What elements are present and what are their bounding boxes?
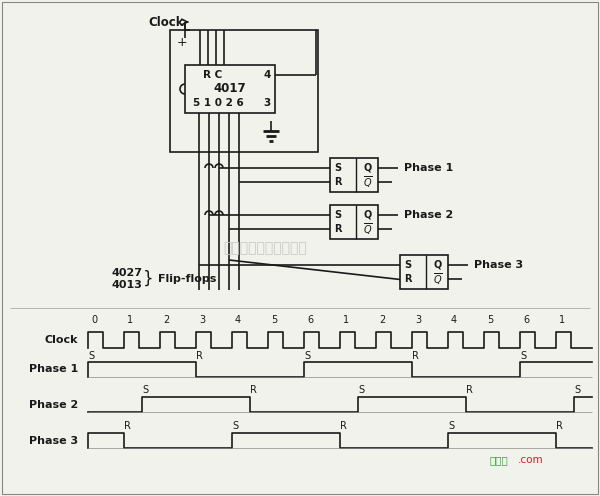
Text: 2: 2	[379, 315, 385, 325]
Text: S: S	[334, 163, 341, 173]
Text: R: R	[196, 351, 203, 361]
Text: R: R	[334, 178, 342, 187]
Text: S: S	[520, 351, 526, 361]
Text: 1: 1	[127, 315, 133, 325]
Text: S: S	[88, 351, 94, 361]
Text: S: S	[142, 385, 148, 395]
Text: 4013: 4013	[112, 280, 143, 290]
Text: 5 1 0 2 6: 5 1 0 2 6	[193, 98, 244, 108]
Text: Flip-flops: Flip-flops	[158, 274, 217, 284]
Text: 4: 4	[263, 70, 271, 80]
Text: S: S	[448, 421, 454, 431]
Text: Phase 2: Phase 2	[404, 209, 453, 220]
Text: Phase 3: Phase 3	[474, 259, 523, 269]
Text: Clock: Clock	[148, 15, 184, 28]
Text: 4017: 4017	[214, 82, 247, 96]
Text: .com: .com	[518, 455, 544, 465]
Text: R: R	[124, 421, 131, 431]
Text: 1: 1	[559, 315, 565, 325]
Text: R: R	[466, 385, 473, 395]
Text: 4: 4	[451, 315, 457, 325]
Bar	[330, 205, 378, 239]
Text: 6: 6	[307, 315, 313, 325]
Text: Q: Q	[364, 163, 371, 173]
Text: R: R	[556, 421, 563, 431]
Text: 搜狗图: 搜狗图	[490, 455, 509, 465]
Text: R C: R C	[203, 70, 222, 80]
Text: Q: Q	[433, 259, 442, 269]
Text: 6: 6	[523, 315, 529, 325]
Text: 3: 3	[263, 98, 271, 108]
Text: S: S	[574, 385, 580, 395]
Text: S: S	[334, 209, 341, 220]
Text: 1: 1	[343, 315, 349, 325]
Text: S: S	[232, 421, 238, 431]
Bar	[185, 65, 275, 113]
Text: 4027: 4027	[112, 268, 143, 278]
Text: $\overline{Q}$: $\overline{Q}$	[362, 222, 372, 238]
Text: 0: 0	[91, 315, 97, 325]
Text: 3: 3	[415, 315, 421, 325]
Bar	[400, 255, 448, 289]
Text: }: }	[143, 270, 154, 288]
Text: +: +	[176, 36, 187, 49]
Text: $\overline{Q}$: $\overline{Q}$	[433, 272, 442, 287]
Bar	[170, 30, 318, 152]
Text: Clock: Clock	[44, 335, 78, 345]
Text: S: S	[358, 385, 364, 395]
Text: $\overline{Q}$: $\overline{Q}$	[362, 175, 372, 190]
Text: R: R	[404, 274, 412, 285]
Text: Phase 1: Phase 1	[404, 163, 453, 173]
Text: R: R	[250, 385, 257, 395]
Text: S: S	[404, 259, 412, 269]
Text: R: R	[412, 351, 419, 361]
Text: R: R	[340, 421, 347, 431]
Text: R: R	[334, 225, 342, 235]
Text: S: S	[304, 351, 310, 361]
Text: 5: 5	[487, 315, 493, 325]
Text: Phase 3: Phase 3	[29, 435, 78, 445]
Bar	[330, 158, 378, 192]
Text: 3: 3	[199, 315, 205, 325]
Text: Phase 1: Phase 1	[29, 365, 78, 374]
Text: 2: 2	[163, 315, 169, 325]
Text: 4: 4	[235, 315, 241, 325]
Text: Q: Q	[364, 209, 371, 220]
Text: 杭州特客科技有限公司: 杭州特客科技有限公司	[223, 241, 307, 255]
Text: 5: 5	[271, 315, 277, 325]
Text: Phase 2: Phase 2	[29, 399, 78, 410]
